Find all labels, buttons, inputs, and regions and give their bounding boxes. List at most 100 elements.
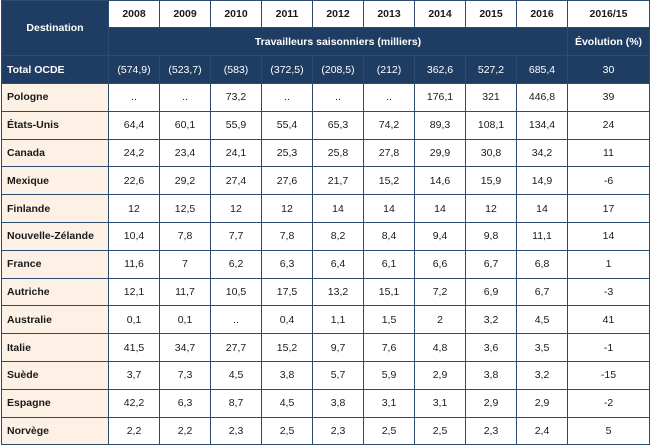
value-cell: 12,5 xyxy=(159,194,211,223)
value-cell: 527,2 xyxy=(465,55,517,84)
value-cell: 41,5 xyxy=(108,333,160,362)
row-label: Autriche xyxy=(1,277,109,307)
value-cell: 7,8 xyxy=(261,221,313,251)
value-cell: 0,1 xyxy=(108,305,160,335)
evolution-cell: 1 xyxy=(567,249,650,279)
value-cell: 6,7 xyxy=(465,249,517,279)
value-cell: 3,8 xyxy=(465,360,517,390)
row-label: Canada xyxy=(1,138,109,168)
value-cell: 2,9 xyxy=(516,388,568,418)
evolution-cell: 5 xyxy=(567,416,650,445)
value-cell: 12 xyxy=(108,194,160,223)
value-cell: 9,4 xyxy=(414,221,466,251)
value-cell: (574,9) xyxy=(108,55,160,84)
year-header: 2008 xyxy=(108,0,160,28)
value-cell: (583) xyxy=(210,55,262,84)
value-cell: 12 xyxy=(261,194,313,223)
value-cell: 6,7 xyxy=(516,277,568,307)
year-header: 2010 xyxy=(210,0,262,28)
value-cell: 2,3 xyxy=(312,416,364,445)
value-cell: 3,6 xyxy=(465,333,517,362)
value-cell: 14,9 xyxy=(516,166,568,196)
value-cell: 55,4 xyxy=(261,110,313,140)
evolution-cell: 14 xyxy=(567,221,650,251)
value-cell: 12 xyxy=(465,194,517,223)
value-cell: 17,5 xyxy=(261,277,313,307)
value-cell: 6,1 xyxy=(363,249,415,279)
evolution-year-header: 2016/15 xyxy=(567,0,650,28)
evolution-cell: 30 xyxy=(567,55,650,84)
value-cell: 3,2 xyxy=(465,305,517,335)
value-cell: 134,4 xyxy=(516,110,568,140)
value-cell: 25,3 xyxy=(261,138,313,168)
value-cell: 6,3 xyxy=(261,249,313,279)
table-row: Finlande 12 12,5 12 12 14 14 14 12 14 17 xyxy=(1,194,650,223)
value-cell: 685,4 xyxy=(516,55,568,84)
value-cell: 446,8 xyxy=(516,83,568,112)
value-cell: 15,9 xyxy=(465,166,517,196)
value-cell: 4,5 xyxy=(516,305,568,335)
value-cell: 23,4 xyxy=(159,138,211,168)
table-row: Norvège 2,2 2,2 2,3 2,5 2,3 2,5 2,5 2,3 2,4 5 xyxy=(1,416,650,445)
table-row: Nouvelle-Zélande 10,4 7,8 7,7 7,8 8,2 8,4 9,4 9,… xyxy=(1,221,650,251)
year-header: 2016 xyxy=(516,0,568,28)
value-cell: 34,2 xyxy=(516,138,568,168)
year-header: 2009 xyxy=(159,0,211,28)
value-cell: 22,6 xyxy=(108,166,160,196)
table-row: Canada 24,2 23,4 24,1 25,3 25,8 27,8 29,9 30,8 34… xyxy=(1,138,650,168)
value-cell: 10,5 xyxy=(210,277,262,307)
value-cell: 6,6 xyxy=(414,249,466,279)
value-cell: 27,8 xyxy=(363,138,415,168)
value-cell: 14 xyxy=(363,194,415,223)
value-cell: 6,9 xyxy=(465,277,517,307)
value-cell: 55,9 xyxy=(210,110,262,140)
value-cell: 7,3 xyxy=(159,360,211,390)
value-cell: .. xyxy=(261,83,313,112)
row-label: Espagne xyxy=(1,388,109,418)
value-cell: 4,5 xyxy=(261,388,313,418)
value-cell: 14 xyxy=(414,194,466,223)
value-cell: 11,1 xyxy=(516,221,568,251)
evolution-cell: 24 xyxy=(567,110,650,140)
table-row: Australie 0,1 0,1.. 0,4 1,1 1,5 2 3,2 4,5 41 xyxy=(1,305,650,335)
value-cell: .. xyxy=(159,83,211,112)
table-row: Espagne 42,2 6,3 8,7 4,5 3,8 3,1 3,1 2,9 2,9 -2 xyxy=(1,388,650,418)
table-body: Total OCDE (574,9) (523,7) (583) (372,5) (208… xyxy=(1,55,650,445)
value-cell: 24,2 xyxy=(108,138,160,168)
evolution-cell: -2 xyxy=(567,388,650,418)
value-cell: 9,7 xyxy=(312,333,364,362)
table-row: États-Unis 64,4 60,1 55,9 55,4 65,3 74,2 89,3 10… xyxy=(1,110,650,140)
evolution-cell: 17 xyxy=(567,194,650,223)
value-cell: 2,9 xyxy=(414,360,466,390)
value-cell: 8,4 xyxy=(363,221,415,251)
row-label: Suède xyxy=(1,360,109,390)
group-header: Travailleurs saisonniers (milliers) xyxy=(108,27,568,56)
row-label: Pologne xyxy=(1,83,109,112)
value-cell: 7,2 xyxy=(414,277,466,307)
value-cell: 11,7 xyxy=(159,277,211,307)
value-cell: 4,8 xyxy=(414,333,466,362)
value-cell: 2,3 xyxy=(210,416,262,445)
evolution-cell: -6 xyxy=(567,166,650,196)
value-cell: .. xyxy=(312,83,364,112)
value-cell: 8,2 xyxy=(312,221,364,251)
value-cell: 21,7 xyxy=(312,166,364,196)
value-cell: 3,2 xyxy=(516,360,568,390)
evolution-cell: -1 xyxy=(567,333,650,362)
value-cell: 15,2 xyxy=(261,333,313,362)
year-header-row: Destination 2008 2009 2010 2011 2012 2013 2014… xyxy=(1,0,650,56)
value-cell: .. xyxy=(363,83,415,112)
value-cell: 0,4 xyxy=(261,305,313,335)
value-cell: 2,4 xyxy=(516,416,568,445)
value-cell: 9,8 xyxy=(465,221,517,251)
evolution-header: Évolution (%) xyxy=(567,27,650,56)
total-row: Total OCDE (574,9) (523,7) (583) (372,5) (208… xyxy=(1,55,650,84)
evolution-cell: 41 xyxy=(567,305,650,335)
value-cell: 2,5 xyxy=(363,416,415,445)
year-header: 2015 xyxy=(465,0,517,28)
value-cell: 24,1 xyxy=(210,138,262,168)
destination-header: Destination xyxy=(1,0,109,56)
value-cell: 2 xyxy=(414,305,466,335)
value-cell: (523,7) xyxy=(159,55,211,84)
value-cell: 89,3 xyxy=(414,110,466,140)
